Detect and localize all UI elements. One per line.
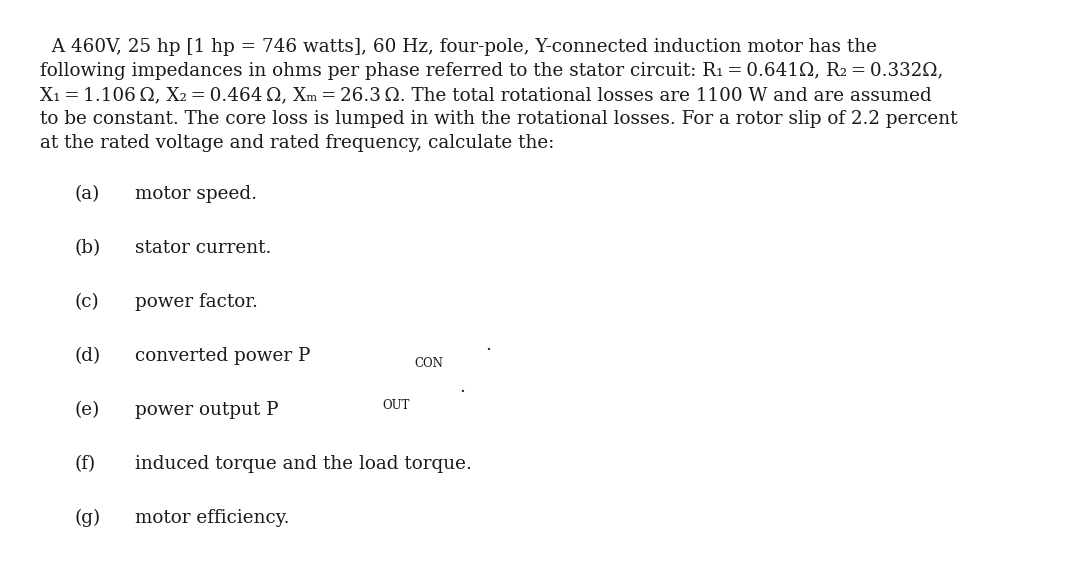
Text: (c): (c) bbox=[75, 293, 99, 311]
Text: power output: power output bbox=[135, 401, 266, 419]
Text: stator current.: stator current. bbox=[135, 239, 271, 257]
Text: induced torque and the load torque.: induced torque and the load torque. bbox=[135, 455, 472, 473]
Text: CON: CON bbox=[415, 357, 443, 370]
Text: power factor.: power factor. bbox=[135, 293, 258, 311]
Text: motor speed.: motor speed. bbox=[135, 185, 257, 203]
Text: (g): (g) bbox=[75, 509, 102, 528]
Text: at the rated voltage and rated frequency, calculate the:: at the rated voltage and rated frequency… bbox=[40, 134, 554, 152]
Text: converted power: converted power bbox=[135, 347, 298, 365]
Text: (a): (a) bbox=[75, 185, 100, 203]
Text: .: . bbox=[459, 378, 464, 395]
Text: .: . bbox=[485, 336, 491, 354]
Text: power output P: power output P bbox=[135, 401, 279, 419]
Text: OUT: OUT bbox=[382, 399, 410, 412]
Text: CON: CON bbox=[415, 357, 443, 370]
Text: (e): (e) bbox=[75, 401, 100, 419]
Text: converted power P: converted power P bbox=[135, 347, 310, 365]
Text: (f): (f) bbox=[75, 455, 96, 473]
Text: motor efficiency.: motor efficiency. bbox=[135, 509, 289, 527]
Text: (b): (b) bbox=[75, 239, 102, 257]
Text: (d): (d) bbox=[75, 347, 102, 365]
Text: X₁ = 1.106 Ω, X₂ = 0.464 Ω, Xₘ = 26.3 Ω. The total rotational losses are 1100 W : X₁ = 1.106 Ω, X₂ = 0.464 Ω, Xₘ = 26.3 Ω.… bbox=[40, 86, 932, 104]
Text: to be constant. The core loss is lumped in with the rotational losses. For a rot: to be constant. The core loss is lumped … bbox=[40, 110, 958, 128]
Text: OUT: OUT bbox=[382, 399, 410, 412]
Text: following impedances in ohms per phase referred to the stator circuit: R₁ = 0.64: following impedances in ohms per phase r… bbox=[40, 62, 943, 80]
Text: A 460V, 25 hp [1 hp = 746 watts], 60 Hz, four-pole, Y-connected induction motor : A 460V, 25 hp [1 hp = 746 watts], 60 Hz,… bbox=[40, 38, 877, 56]
